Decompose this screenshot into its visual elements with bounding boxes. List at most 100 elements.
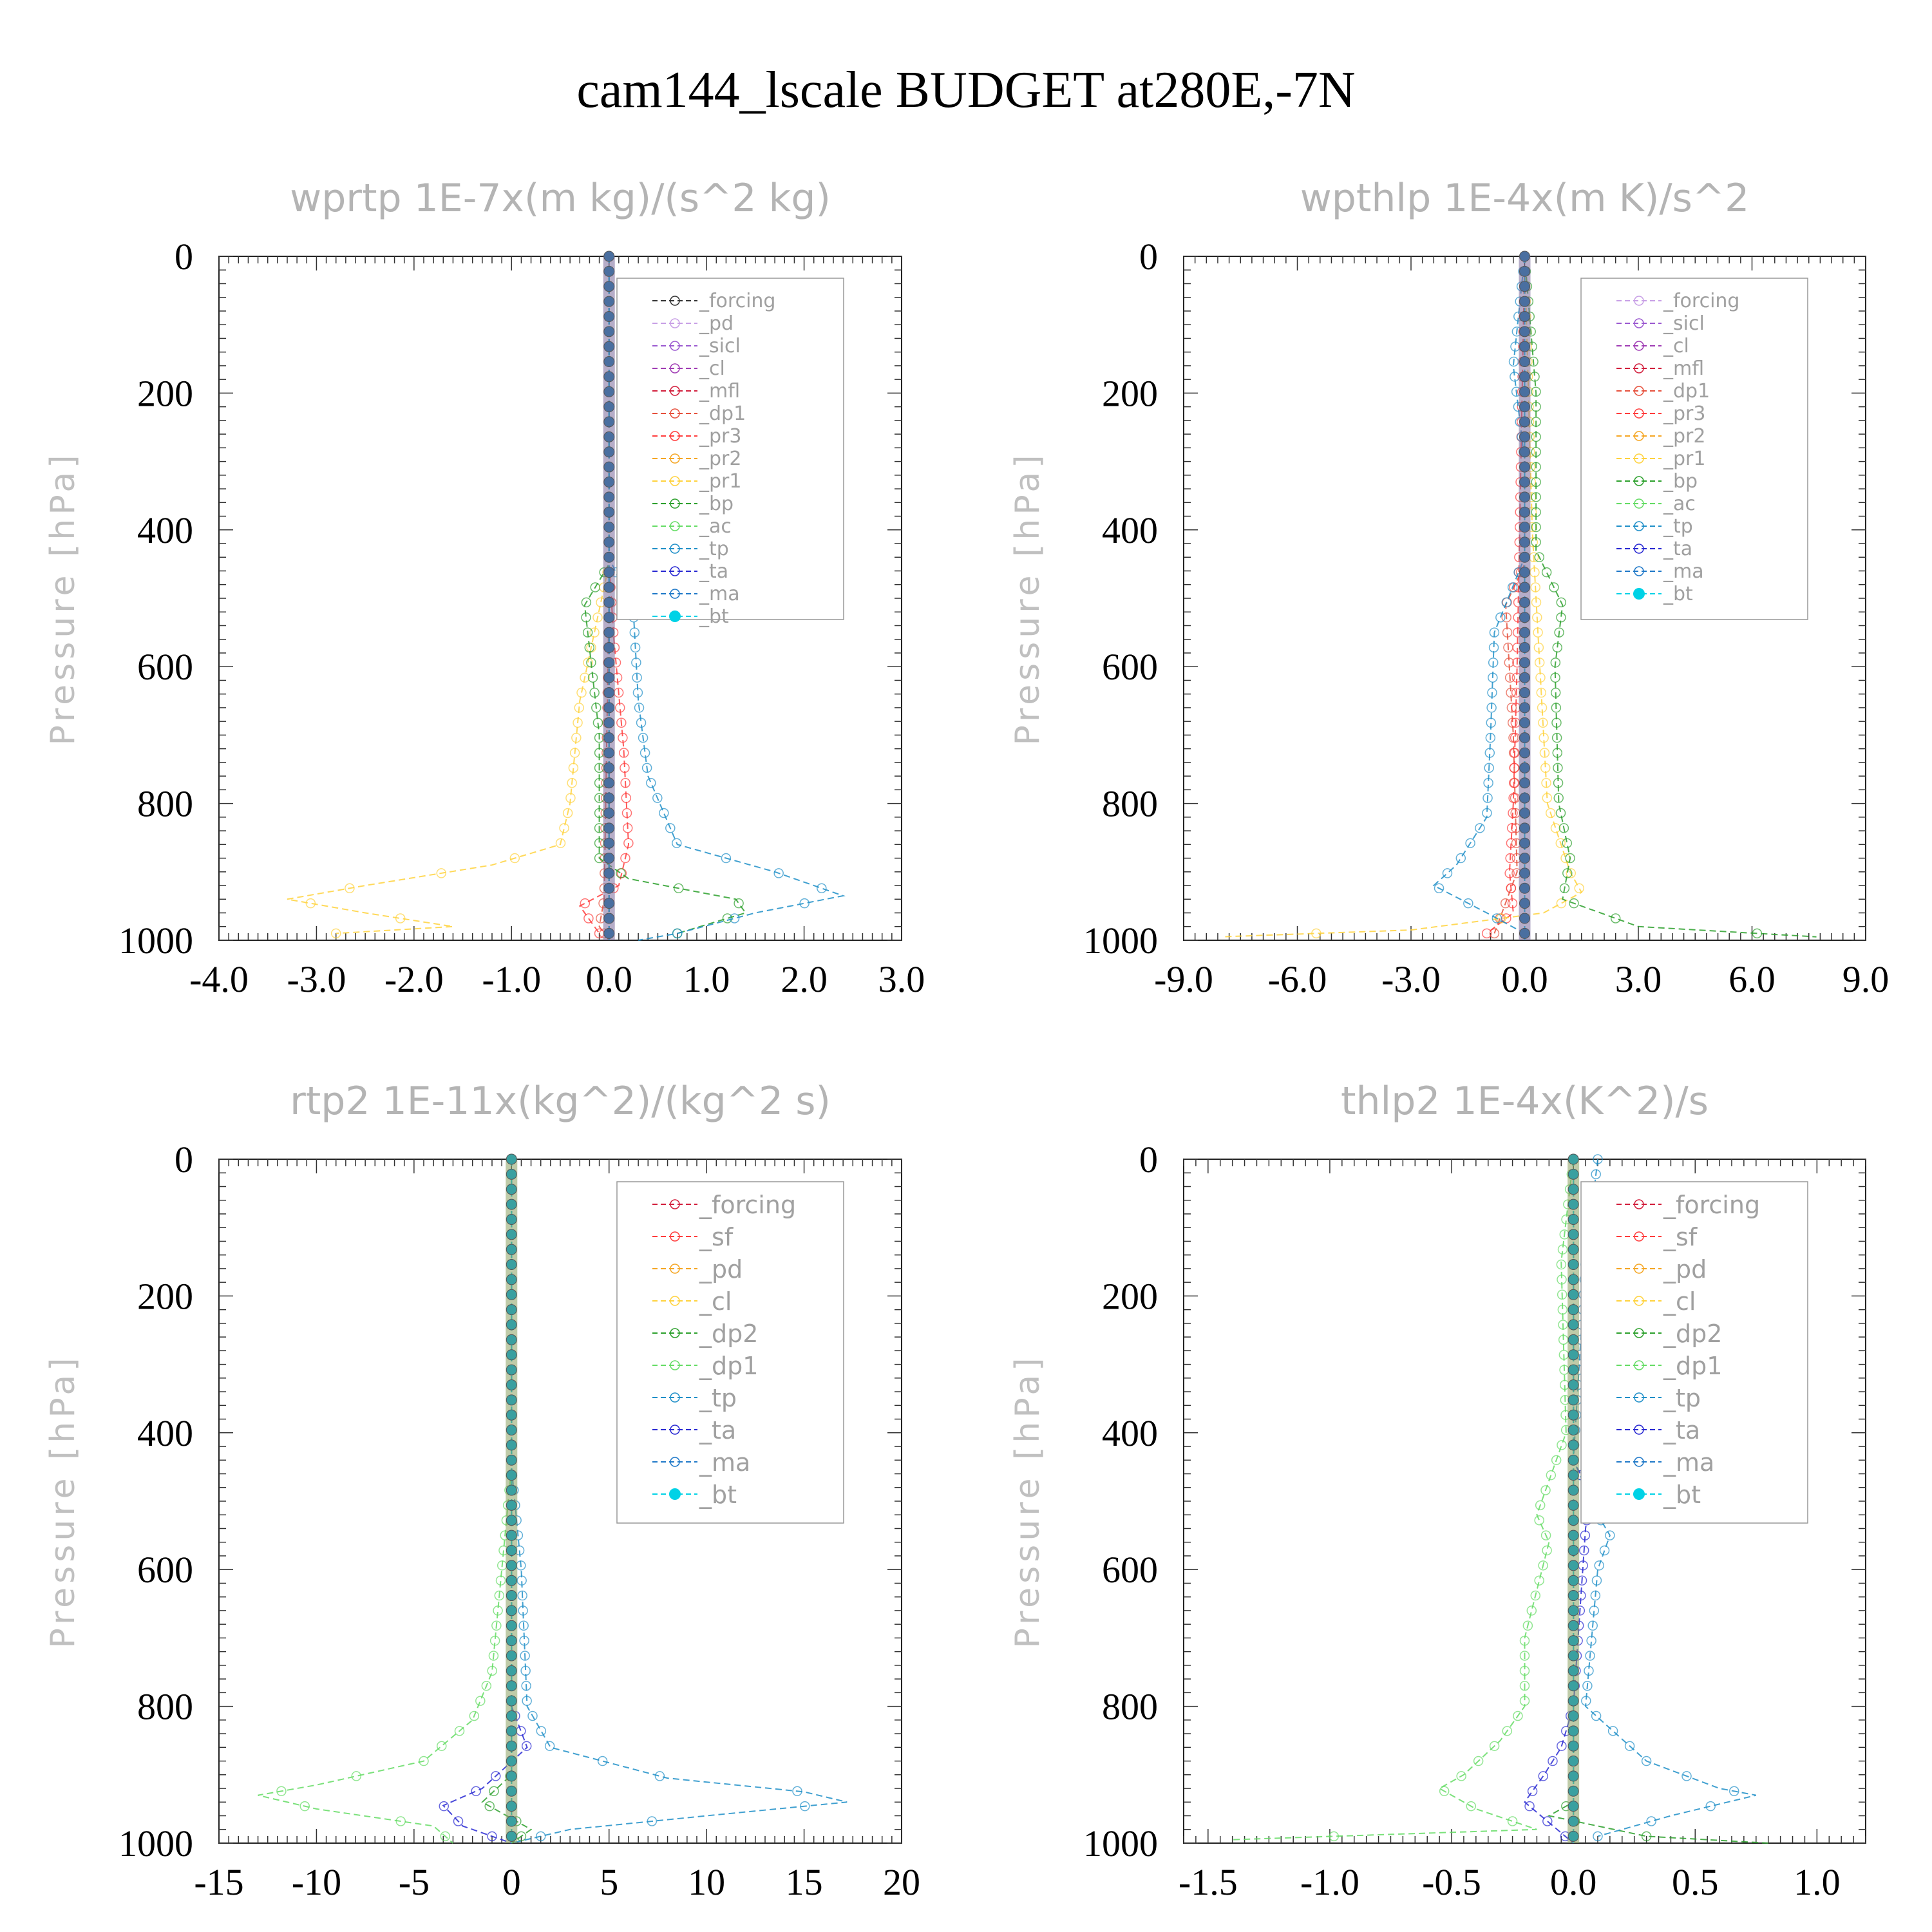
bt-marker — [506, 1184, 517, 1195]
y-axis-label: Pressure [hPa] — [1009, 451, 1047, 746]
bt-marker — [1519, 762, 1530, 773]
data-point — [1559, 883, 1570, 894]
data-point — [481, 1680, 492, 1691]
legend-label: _dp1 — [699, 1352, 758, 1380]
data-point — [519, 1635, 529, 1646]
data-point — [1489, 627, 1500, 638]
legend-label: _mfl — [699, 380, 740, 402]
y-tick-label: 800 — [137, 1686, 193, 1728]
bt-marker — [506, 1801, 517, 1812]
data-point — [484, 1801, 495, 1812]
legend-box — [1580, 1181, 1808, 1524]
legend-swatch-marker — [670, 1392, 680, 1403]
x-tick-label: 1.0 — [683, 958, 730, 1000]
data-point — [535, 1831, 546, 1842]
data-point — [1526, 1605, 1537, 1616]
data-point — [1533, 642, 1544, 653]
chart-panel-2: wpthlp 1E-4x(m K)/s^2 Pressure [hPa] 0 200 4… — [1009, 176, 1889, 1000]
bt-marker — [1567, 1484, 1579, 1496]
data-point — [1558, 823, 1569, 833]
bt-marker — [1519, 687, 1530, 699]
bt-marker — [1519, 837, 1530, 849]
bt-marker — [506, 1153, 517, 1165]
data-point — [559, 823, 569, 833]
x-tick-label: 0 — [502, 1861, 521, 1903]
legend: _forcing _sf _pd _cl _dp2 _dp1 _tp _ta _ma _bt — [1580, 1181, 1808, 1524]
y-tick-label: 1000 — [1083, 920, 1158, 961]
data-point — [634, 703, 645, 713]
data-point — [493, 1605, 503, 1616]
data-point — [581, 612, 591, 623]
series-line — [1221, 256, 1583, 938]
data-point — [1574, 883, 1584, 894]
bt-marker — [506, 1695, 517, 1707]
data-point — [1546, 1470, 1557, 1481]
legend-label: _pr2 — [699, 448, 741, 470]
bt-marker — [603, 596, 615, 608]
bt-marker — [1519, 251, 1530, 262]
bt-marker — [506, 1620, 517, 1631]
series-line — [511, 1159, 848, 1844]
legend-label: _dp1 — [1663, 380, 1710, 402]
x-tick-label: 20 — [883, 1861, 920, 1903]
bt-marker — [1519, 927, 1530, 939]
bt-marker — [1519, 386, 1530, 397]
data-point — [817, 883, 827, 894]
data-point — [1489, 928, 1500, 939]
bt-marker — [1519, 310, 1530, 322]
data-point — [1548, 1756, 1558, 1766]
x-tick-label: -3.0 — [287, 958, 346, 1000]
bt-marker — [506, 1740, 517, 1752]
data-point — [1555, 808, 1566, 819]
bt-marker — [506, 1334, 517, 1345]
data-point — [589, 687, 600, 698]
data-point — [636, 717, 647, 728]
y-tick-label: 800 — [1102, 1686, 1158, 1728]
legend-swatch-marker — [670, 589, 680, 599]
page-title: cam144_lscale BUDGET at280E,-7N — [576, 62, 1356, 118]
y-tick-label: 200 — [1102, 372, 1158, 414]
legend-swatch-marker — [1634, 1296, 1644, 1306]
bt-marker — [1567, 1409, 1579, 1421]
bt-marker — [506, 1198, 517, 1210]
legend-swatch-marker — [669, 1488, 681, 1500]
data-point — [1557, 1244, 1568, 1255]
legend-swatch-marker — [670, 386, 680, 396]
chart-panel-1: wprtp 1E-7x(m kg)/(s^2 kg) Pressure [hPa]… — [44, 176, 925, 1000]
legend-label: _tp — [1663, 1384, 1701, 1412]
data-point — [1483, 777, 1493, 788]
legend-swatch-marker — [670, 476, 680, 486]
data-point — [518, 1620, 529, 1631]
data-point — [491, 1620, 502, 1631]
bt-marker — [1567, 1650, 1579, 1662]
data-point — [1507, 582, 1518, 592]
data-point — [1485, 732, 1496, 743]
x-tick-label: 15 — [786, 1861, 823, 1903]
data-point — [586, 658, 596, 668]
data-point — [1541, 567, 1552, 578]
bt-marker — [506, 1470, 517, 1481]
data-point — [1542, 1816, 1553, 1826]
data-point — [621, 808, 632, 819]
legend-label: _pr2 — [1663, 425, 1705, 448]
legend-swatch-marker — [670, 1328, 680, 1338]
bt-marker — [1519, 522, 1530, 533]
data-point — [495, 1575, 506, 1586]
bt-marker — [506, 1244, 517, 1255]
data-point — [1531, 597, 1542, 608]
data-point — [1531, 477, 1541, 488]
data-point — [395, 1816, 406, 1826]
x-tick-label: 0.0 — [1501, 958, 1548, 1000]
data-point — [1541, 777, 1551, 788]
legend-swatch-marker — [669, 611, 681, 622]
series-line — [258, 1159, 513, 1844]
legend-label: _tp — [699, 1384, 737, 1412]
bt-marker — [603, 476, 615, 488]
data-point — [1549, 582, 1559, 592]
bt-marker — [603, 612, 615, 623]
data-point — [437, 1741, 447, 1751]
bt-marker — [603, 762, 615, 773]
bt-marker — [506, 1590, 517, 1602]
bt-marker — [1519, 853, 1530, 864]
data-point — [1505, 853, 1515, 864]
